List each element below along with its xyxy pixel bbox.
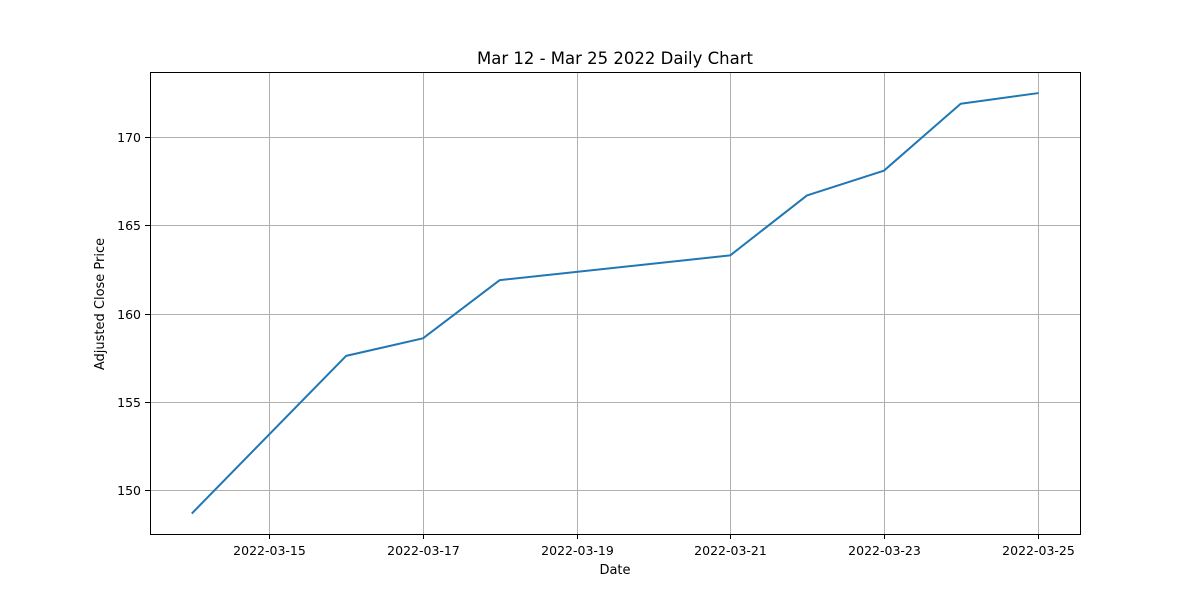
x-tick-label: 2022-03-25	[1002, 543, 1075, 558]
x-tick-label: 2022-03-23	[848, 543, 921, 558]
x-tick-label: 2022-03-19	[541, 543, 614, 558]
x-tick-label: 2022-03-15	[233, 543, 306, 558]
axis-ticks: 2022-03-15 2022-03-17 2022-03-19 2022-03-21…	[117, 130, 1075, 558]
y-tick-label: 160	[117, 307, 141, 322]
plot-frame	[150, 72, 1081, 535]
y-tick-label: 150	[117, 483, 141, 498]
series-group	[191, 92, 1039, 515]
y-tick-label: 170	[117, 130, 141, 145]
y-axis-label: Adjusted Close Price	[93, 238, 108, 370]
y-tick-label: 155	[117, 395, 141, 410]
x-tick-label: 2022-03-17	[387, 543, 460, 558]
x-tick-label: 2022-03-21	[694, 543, 767, 558]
grid	[150, 72, 1080, 534]
y-tick-label: 165	[117, 218, 141, 233]
x-axis-label: Date	[599, 563, 630, 578]
series-line	[191, 92, 1039, 515]
chart-title: Mar 12 - Mar 25 2022 Daily Chart	[477, 49, 754, 68]
